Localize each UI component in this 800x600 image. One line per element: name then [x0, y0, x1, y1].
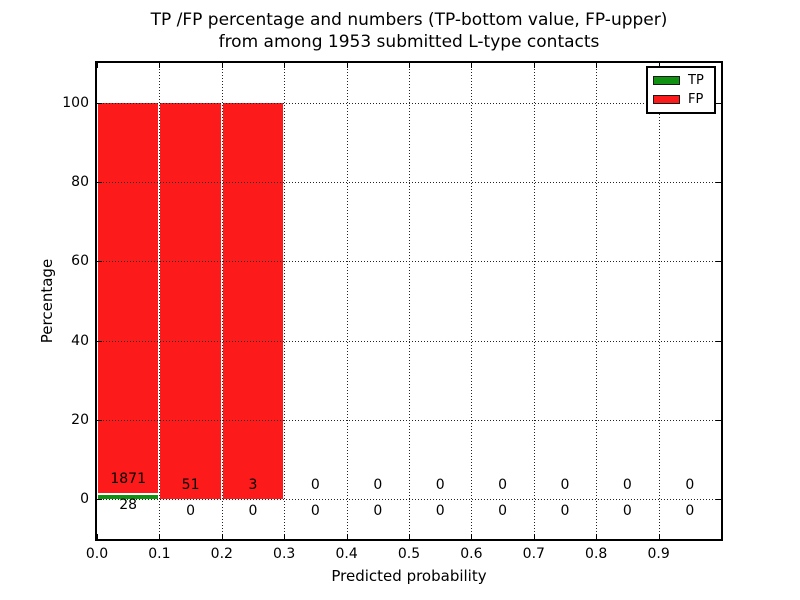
chart-title-line1: TP /FP percentage and numbers (TP-bottom…: [150, 10, 668, 30]
x-tick-mark: [658, 63, 660, 68]
tp-count-label: 0: [560, 502, 570, 519]
x-tick-label: 0.3: [273, 546, 296, 562]
grid-line-v: [284, 63, 286, 539]
y-tick-mark: [97, 420, 102, 421]
x-tick-label: 0.5: [397, 546, 421, 562]
x-tick-mark: [346, 534, 348, 539]
x-tick-mark: [97, 534, 98, 539]
y-axis-label: Percentage: [38, 258, 56, 344]
x-tick-label: 0.1: [148, 546, 171, 562]
y-tick-label: 60: [71, 253, 89, 270]
x-tick-mark: [221, 63, 223, 68]
y-tick-mark: [97, 340, 102, 342]
x-tick-mark: [221, 534, 223, 539]
chart-title: TP /FP percentage and numbers (TP-bottom…: [97, 9, 721, 53]
y-tick-mark: [97, 182, 102, 183]
x-tick-mark: [159, 534, 161, 539]
x-tick-label: 0.8: [585, 546, 608, 562]
x-axis-label: Predicted probability: [331, 567, 487, 585]
fp-count-label: 0: [560, 477, 570, 494]
y-tick-mark: [716, 420, 721, 421]
y-tick-label: 80: [71, 174, 89, 190]
grid-line-v: [159, 63, 161, 539]
tp-count-label: 0: [248, 502, 258, 519]
tp-count-label: 0: [186, 502, 196, 519]
legend-swatch-tp: [653, 76, 680, 85]
x-tick-mark: [409, 534, 410, 539]
y-tick-label: 100: [62, 94, 89, 111]
y-tick-mark: [97, 261, 102, 263]
x-tick-mark: [658, 534, 660, 539]
x-tick-mark: [533, 534, 535, 539]
bar-fp: [160, 102, 221, 500]
tp-count-label: 0: [622, 502, 632, 519]
grid-line-v: [533, 63, 535, 539]
legend-swatch-fp: [653, 95, 680, 104]
tp-count-label: 0: [685, 502, 695, 519]
bar-fp: [222, 102, 284, 500]
y-tick-mark: [716, 261, 721, 263]
tp-count-label: 28: [119, 496, 138, 513]
fp-count-label: 0: [685, 477, 695, 494]
fp-count-label: 0: [310, 477, 320, 494]
x-tick-mark: [533, 63, 535, 68]
tp-count-label: 0: [310, 502, 320, 519]
y-tick-mark: [97, 102, 102, 104]
grid-line-v: [658, 63, 660, 539]
legend-item-fp: FP: [653, 93, 709, 106]
y-tick-mark: [716, 182, 721, 183]
x-tick-label: 0.4: [335, 546, 358, 562]
y-tick-mark: [716, 499, 721, 501]
bar-tp: [98, 493, 159, 500]
legend-item-tp: TP: [653, 74, 709, 87]
fp-count-label: 51: [181, 477, 200, 494]
grid-line-v: [409, 63, 410, 539]
x-tick-mark: [409, 63, 410, 68]
x-tick-mark: [159, 63, 161, 68]
tp-count-label: 0: [435, 502, 445, 519]
legend-label-fp: FP: [688, 92, 704, 107]
legend-label-tp: TP: [688, 73, 704, 88]
grid-line-v: [346, 63, 348, 539]
tp-count-label: 0: [373, 502, 383, 519]
y-tick-mark: [716, 340, 721, 342]
fp-count-label: 0: [622, 477, 632, 494]
x-tick-mark: [97, 63, 98, 68]
fp-count-label: 0: [498, 477, 508, 494]
fp-count-label: 0: [435, 477, 445, 494]
y-tick-label: 40: [71, 332, 89, 349]
x-tick-mark: [471, 534, 473, 539]
x-tick-label: 0.7: [522, 546, 545, 562]
x-tick-mark: [471, 63, 473, 68]
x-tick-label: 0.2: [210, 546, 233, 562]
x-tick-mark: [284, 63, 286, 68]
fp-count-label: 0: [373, 477, 383, 494]
y-tick-mark: [97, 499, 102, 501]
tp-count-label: 0: [498, 502, 508, 519]
y-tick-label: 20: [71, 412, 89, 428]
y-tick-mark: [716, 102, 721, 104]
legend: TP FP: [646, 66, 716, 114]
x-tick-label: 0.9: [647, 546, 670, 562]
x-tick-mark: [284, 534, 286, 539]
fp-count-label: 3: [248, 477, 258, 494]
fp-count-label: 1871: [110, 471, 147, 488]
y-tick-label: 0: [80, 491, 89, 508]
x-tick-mark: [596, 534, 598, 539]
grid-line-v: [471, 63, 473, 539]
x-tick-label: 0.0: [85, 546, 109, 562]
x-tick-mark: [596, 63, 598, 68]
grid-line-v: [596, 63, 598, 539]
bar-fp: [98, 102, 159, 494]
chart-title-line2: from among 1953 submitted L-type contact…: [218, 32, 600, 52]
x-tick-label: 0.6: [460, 546, 483, 562]
x-tick-mark: [346, 63, 348, 68]
grid-line-v: [221, 63, 223, 539]
